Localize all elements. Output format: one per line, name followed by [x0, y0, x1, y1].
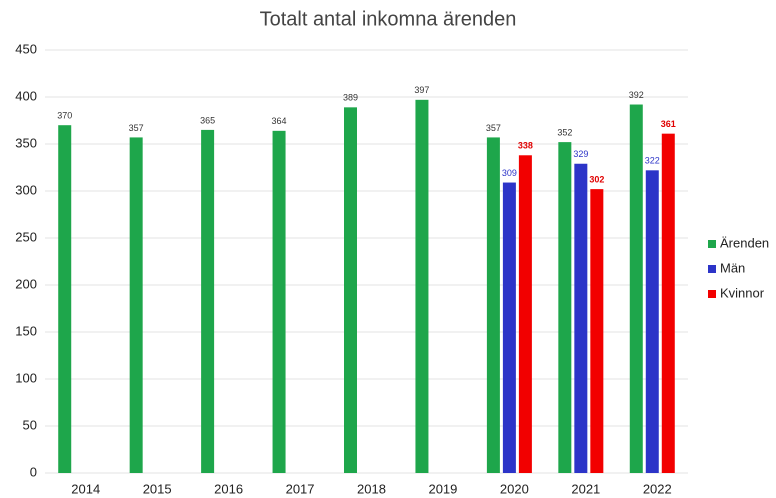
- y-tick-label: 0: [30, 464, 37, 479]
- bar: [201, 129, 215, 473]
- y-tick-label: 450: [15, 41, 37, 56]
- bar: [486, 137, 500, 474]
- bar: [58, 125, 72, 473]
- value-label: 365: [200, 115, 215, 125]
- x-tick-label: 2017: [286, 481, 315, 496]
- value-label: 397: [414, 85, 429, 95]
- value-label: 322: [645, 156, 660, 166]
- y-tick-label: 350: [15, 135, 37, 150]
- bar: [558, 142, 572, 473]
- bar: [590, 189, 604, 473]
- legend-swatch: [708, 265, 716, 273]
- value-label: 302: [589, 174, 604, 184]
- x-tick-label: 2014: [71, 481, 100, 496]
- x-tick-label: 2022: [643, 481, 672, 496]
- x-tick-label: 2016: [214, 481, 243, 496]
- bar: [415, 99, 429, 473]
- legend-label: Kvinnor: [720, 285, 765, 300]
- bar: [629, 104, 643, 474]
- x-tick-label: 2018: [357, 481, 386, 496]
- value-label: 338: [518, 141, 533, 151]
- value-label: 329: [573, 149, 588, 159]
- legend-swatch: [708, 290, 716, 298]
- legend-label: Män: [720, 260, 745, 275]
- bar: [661, 133, 675, 473]
- x-tick-label: 2019: [428, 481, 457, 496]
- x-tick-label: 2020: [500, 481, 529, 496]
- value-label: 392: [629, 90, 644, 100]
- y-tick-label: 150: [15, 323, 37, 338]
- x-tick-label: 2021: [571, 481, 600, 496]
- value-label: 357: [486, 123, 501, 133]
- legend-label: Ärenden: [720, 235, 769, 250]
- chart-title: Totalt antal inkomna ärenden: [260, 8, 517, 30]
- bar: [502, 182, 516, 474]
- bar: [518, 155, 532, 473]
- value-label: 309: [502, 168, 517, 178]
- value-label: 352: [557, 127, 572, 137]
- bar: [645, 170, 659, 473]
- x-tick-label: 2015: [143, 481, 172, 496]
- y-tick-label: 250: [15, 229, 37, 244]
- value-label: 361: [661, 119, 676, 129]
- y-tick-label: 200: [15, 276, 37, 291]
- value-label: 370: [57, 111, 72, 121]
- value-label: 357: [129, 123, 144, 133]
- bar: [574, 163, 588, 474]
- y-tick-label: 300: [15, 182, 37, 197]
- value-label: 364: [272, 116, 287, 126]
- legend-swatch: [708, 240, 716, 248]
- y-tick-label: 400: [15, 88, 37, 103]
- y-tick-label: 100: [15, 370, 37, 385]
- bar: [129, 137, 143, 474]
- value-label: 389: [343, 93, 358, 103]
- bar: [344, 107, 357, 473]
- bar: [272, 130, 286, 473]
- y-tick-label: 50: [23, 417, 37, 432]
